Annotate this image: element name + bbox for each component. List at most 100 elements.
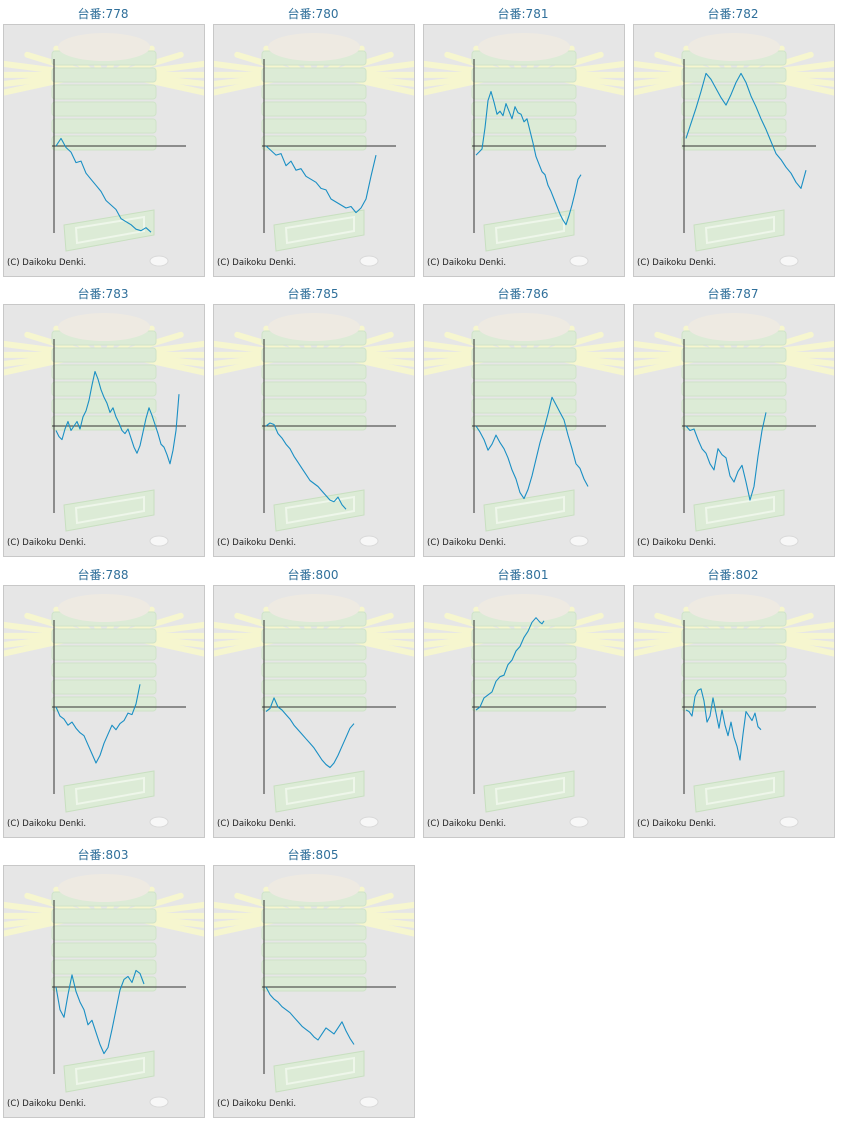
tray-rim bbox=[74, 776, 145, 806]
chart-cell: 台番:801 (C) Daikoku Denki. bbox=[420, 561, 626, 838]
background-artwork bbox=[634, 313, 834, 547]
tower-layer bbox=[51, 135, 157, 151]
series-line bbox=[265, 697, 355, 769]
tray bbox=[693, 489, 785, 532]
sunburst-ray bbox=[350, 356, 414, 376]
chart-svg bbox=[214, 874, 414, 1108]
chart-svg bbox=[634, 594, 834, 828]
sunburst-ray bbox=[559, 74, 624, 87]
sunburst-ray bbox=[634, 637, 698, 657]
tray-rim bbox=[494, 495, 565, 525]
tower-layer bbox=[51, 976, 157, 992]
tower-layer bbox=[51, 84, 157, 100]
coin-pile bbox=[58, 594, 150, 622]
copyright-text: (C) Daikoku Denki. bbox=[427, 538, 507, 548]
tower-layer bbox=[261, 662, 367, 678]
series-line bbox=[685, 688, 762, 761]
tower-layer bbox=[51, 347, 157, 363]
tray bbox=[273, 209, 365, 252]
sunburst-ray bbox=[769, 354, 834, 367]
tower-layer bbox=[261, 942, 367, 958]
chart-cell: 台番:782 (C) Daikoku Denki. bbox=[630, 0, 836, 277]
coin-pile bbox=[268, 594, 360, 622]
coin-pile bbox=[58, 33, 150, 61]
tower-layer bbox=[261, 347, 367, 363]
chart-panel: (C) Daikoku Denki. bbox=[3, 865, 205, 1118]
coin bbox=[149, 255, 169, 267]
sunburst-ray bbox=[560, 76, 624, 96]
tower-layer bbox=[471, 118, 577, 134]
chart-title: 台番:805 bbox=[287, 848, 339, 862]
sunburst-ray bbox=[140, 356, 204, 376]
chart-svg bbox=[424, 313, 624, 547]
chart-svg bbox=[214, 33, 414, 267]
sunburst-ray bbox=[559, 354, 624, 367]
sunburst-ray bbox=[140, 76, 204, 96]
chart-title: 台番:787 bbox=[707, 287, 759, 301]
tower-layer bbox=[681, 398, 787, 414]
coin bbox=[149, 816, 169, 828]
coin bbox=[359, 535, 379, 547]
tower-layer bbox=[261, 381, 367, 397]
coin-pile bbox=[478, 313, 570, 341]
tower-layer bbox=[51, 364, 157, 380]
sunburst-ray bbox=[214, 356, 278, 376]
chart-title: 台番:803 bbox=[77, 848, 129, 862]
chart-svg bbox=[634, 33, 834, 267]
chart-svg bbox=[214, 594, 414, 828]
series-line bbox=[55, 969, 145, 1055]
tower-layer bbox=[471, 415, 577, 431]
tower-layer bbox=[51, 959, 157, 975]
tower-layer bbox=[471, 364, 577, 380]
chart-title: 台番:800 bbox=[287, 568, 339, 582]
sunburst-ray bbox=[214, 635, 279, 648]
chart-cell: 台番:805 (C) Daikoku Denki. bbox=[210, 841, 416, 1118]
coin-pile bbox=[688, 594, 780, 622]
tray bbox=[63, 489, 155, 532]
chart-panel: (C) Daikoku Denki. bbox=[423, 24, 625, 277]
copyright-text: (C) Daikoku Denki. bbox=[637, 258, 717, 268]
series-line bbox=[55, 684, 141, 764]
sunburst-ray bbox=[4, 74, 69, 87]
coin-pile bbox=[688, 33, 780, 61]
tower-layer bbox=[681, 135, 787, 151]
sunburst-ray bbox=[769, 74, 834, 87]
series-line bbox=[265, 145, 377, 214]
tower-layer bbox=[681, 645, 787, 661]
sunburst-ray bbox=[424, 356, 488, 376]
coin bbox=[569, 816, 589, 828]
tower-layer bbox=[681, 662, 787, 678]
chart-panel: (C) Daikoku Denki. bbox=[213, 865, 415, 1118]
chart-title: 台番:781 bbox=[497, 7, 549, 21]
tower-layer bbox=[471, 347, 577, 363]
sunburst-ray bbox=[424, 74, 489, 87]
sunburst-ray bbox=[214, 917, 278, 937]
chart-cell: 台番:781 (C) Daikoku Denki. bbox=[420, 0, 626, 277]
background-artwork bbox=[424, 594, 624, 828]
sunburst-ray bbox=[634, 354, 699, 367]
chart-svg bbox=[4, 313, 204, 547]
tray bbox=[693, 770, 785, 813]
coin-pile bbox=[268, 33, 360, 61]
coin-pile bbox=[478, 33, 570, 61]
tower-layer bbox=[261, 415, 367, 431]
sunburst-ray bbox=[634, 76, 698, 96]
background-artwork bbox=[634, 594, 834, 828]
sunburst-ray bbox=[139, 354, 204, 367]
chart-title: 台番:783 bbox=[77, 287, 129, 301]
sunburst-ray bbox=[4, 915, 69, 928]
sunburst-ray bbox=[350, 637, 414, 657]
sunburst-ray bbox=[139, 635, 204, 648]
tray bbox=[483, 489, 575, 532]
chart-cell: 台番:787 (C) Daikoku Denki. bbox=[630, 280, 836, 557]
coin-pile bbox=[688, 313, 780, 341]
tower-layer bbox=[681, 347, 787, 363]
sunburst-ray bbox=[770, 637, 834, 657]
chart-svg bbox=[4, 33, 204, 267]
sunburst-ray bbox=[139, 915, 204, 928]
tower-layer bbox=[681, 696, 787, 712]
series-line bbox=[685, 412, 767, 501]
tower-layer bbox=[681, 679, 787, 695]
chart-cell: 台番:778 (C) Daikoku Denki. bbox=[0, 0, 206, 277]
tray bbox=[63, 1050, 155, 1093]
